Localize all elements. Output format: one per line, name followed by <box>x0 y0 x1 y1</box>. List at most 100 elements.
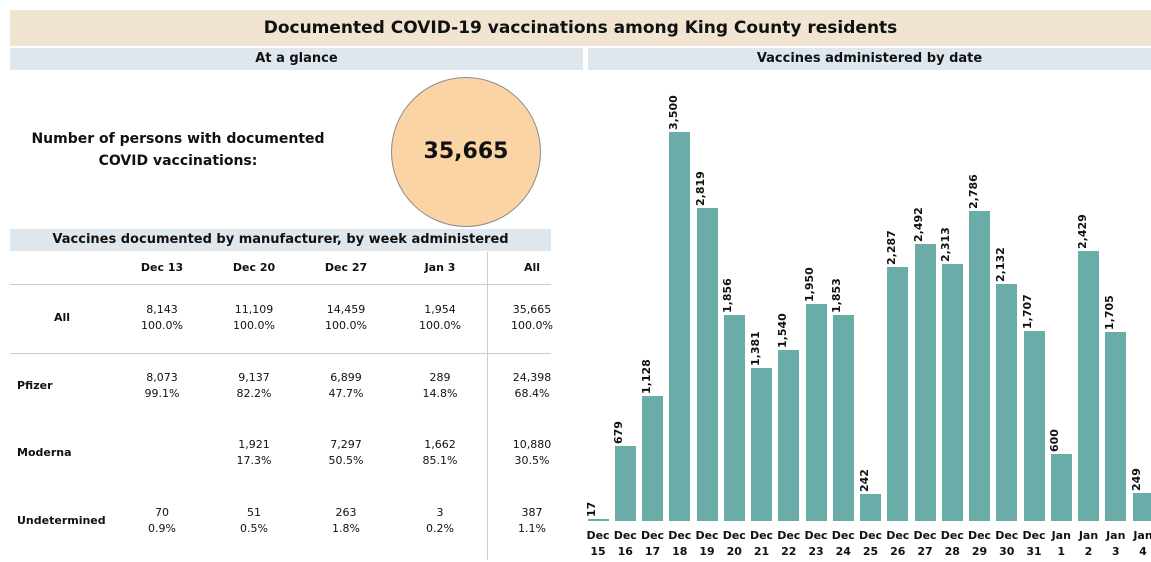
cell-pct: 68.4% <box>514 387 550 400</box>
cell-count: 263 <box>335 506 357 519</box>
bar <box>723 314 745 521</box>
cell-count: 1,954 <box>424 303 456 316</box>
x-tick-label: Dec 27 <box>913 529 937 558</box>
bar <box>669 132 691 521</box>
value-label: 17 <box>585 501 598 518</box>
x-tick-label: Jan 3 <box>1106 529 1126 558</box>
bar <box>1078 251 1099 521</box>
cell-count: 289 <box>429 371 451 384</box>
cell-count: 8,143 <box>146 303 178 316</box>
value-label: 1,540 <box>775 313 789 348</box>
title: Documented COVID-19 vaccinations among K… <box>10 10 1151 46</box>
rule <box>10 353 551 354</box>
column-header: Dec 20 <box>232 261 276 274</box>
cell-pct: 1.8% <box>332 522 360 535</box>
value-label: 679 <box>612 420 626 444</box>
value-label: 3,500 <box>666 95 680 130</box>
glance-header: At a glance <box>10 48 583 70</box>
cell-pct: 100.0% <box>233 319 275 332</box>
cell-pct: 50.5% <box>328 454 364 467</box>
glance-label: Number of persons with documented COVID … <box>31 131 325 169</box>
bar <box>805 304 827 521</box>
value-label: 2,287 <box>884 230 898 265</box>
cell-pct: 47.7% <box>328 387 364 400</box>
row-label: All <box>53 311 71 324</box>
bar <box>751 367 772 521</box>
x-tick-label: Dec 22 <box>777 529 801 558</box>
x-tick-label: Dec 29 <box>967 529 992 558</box>
cell-pct: 85.1% <box>422 454 458 467</box>
bar <box>832 315 854 521</box>
value-label: 2,786 <box>966 174 980 210</box>
cell-count: 14,459 <box>326 303 366 316</box>
row-label: Moderna <box>17 446 72 459</box>
bar <box>941 263 963 521</box>
x-tick-label: Dec 23 <box>804 529 828 558</box>
x-tick-label: Dec 31 <box>1022 529 1046 558</box>
x-tick-label: Dec 26 <box>886 529 910 558</box>
cell-pct: 14.8% <box>422 387 458 400</box>
cell-pct: 100.0% <box>511 319 553 332</box>
x-tick-label: Dec 16 <box>613 529 637 558</box>
cell-pct: 100.0% <box>325 319 367 332</box>
x-tick-label: Dec 21 <box>749 529 774 558</box>
cell-count: 51 <box>247 506 261 519</box>
column-header: Dec 13 <box>140 261 184 274</box>
cell-count: 10,880 <box>512 438 552 451</box>
x-tick-label: Dec 25 <box>858 529 883 558</box>
bar <box>642 395 663 521</box>
value-label: 600 <box>1048 429 1062 453</box>
cell-count: 7,297 <box>330 438 362 451</box>
column-header: Dec 27 <box>324 261 368 274</box>
bar <box>996 284 1018 521</box>
cell-count: 24,398 <box>512 371 552 384</box>
x-tick-label: Jan 1 <box>1051 529 1071 558</box>
cell-count: 1,921 <box>238 438 270 451</box>
bar <box>696 207 718 521</box>
x-tick-label: Jan 4 <box>1133 529 1151 558</box>
bar <box>1023 331 1045 521</box>
value-label: 1,707 <box>1021 294 1034 330</box>
bar <box>860 494 881 521</box>
value-label: 2,132 <box>993 247 1007 283</box>
x-tick-label: Jan 2 <box>1078 529 1099 558</box>
cell-pct: 82.2% <box>236 387 272 400</box>
cell-count: 11,109 <box>234 303 274 316</box>
bar <box>1050 454 1072 521</box>
value-label: 1,950 <box>803 267 816 303</box>
value-label: 2,313 <box>939 227 953 262</box>
value-label: 249 <box>1130 468 1143 492</box>
rule <box>10 284 551 285</box>
row-label: Undetermined <box>17 514 106 527</box>
bar <box>887 266 909 521</box>
rule <box>487 252 488 560</box>
value-label: 1,853 <box>830 278 844 314</box>
value-label: 2,429 <box>1075 214 1089 250</box>
x-tick-label: Dec 30 <box>995 529 1019 558</box>
row-label: Pfizer <box>17 379 53 392</box>
x-tick-label: Dec 28 <box>940 529 964 558</box>
value-label: 2,492 <box>912 207 925 243</box>
column-header: All <box>523 261 541 274</box>
value-label: 1,381 <box>748 330 762 366</box>
cell-pct: 0.2% <box>426 522 454 535</box>
cell-count: 387 <box>521 506 543 519</box>
table-title: Vaccines documented by manufacturer, by … <box>10 229 551 251</box>
cell-pct: 99.1% <box>144 387 180 400</box>
x-tick-label: Dec 18 <box>668 529 692 558</box>
cell-pct: 17.3% <box>236 454 272 467</box>
bar <box>587 519 609 521</box>
cell-pct: 0.9% <box>148 522 176 535</box>
bar <box>1105 331 1127 521</box>
cell-count: 1,662 <box>424 438 456 451</box>
column-header: Jan 3 <box>424 261 456 274</box>
cell-pct: 100.0% <box>419 319 461 332</box>
x-tick-label: Dec 17 <box>640 529 665 558</box>
value-label: 2,819 <box>694 170 707 206</box>
bar <box>778 349 800 521</box>
bar <box>614 445 636 521</box>
chart-title: Vaccines administered by date <box>588 48 1151 70</box>
value-label: 242 <box>857 469 871 493</box>
bar <box>914 244 936 521</box>
